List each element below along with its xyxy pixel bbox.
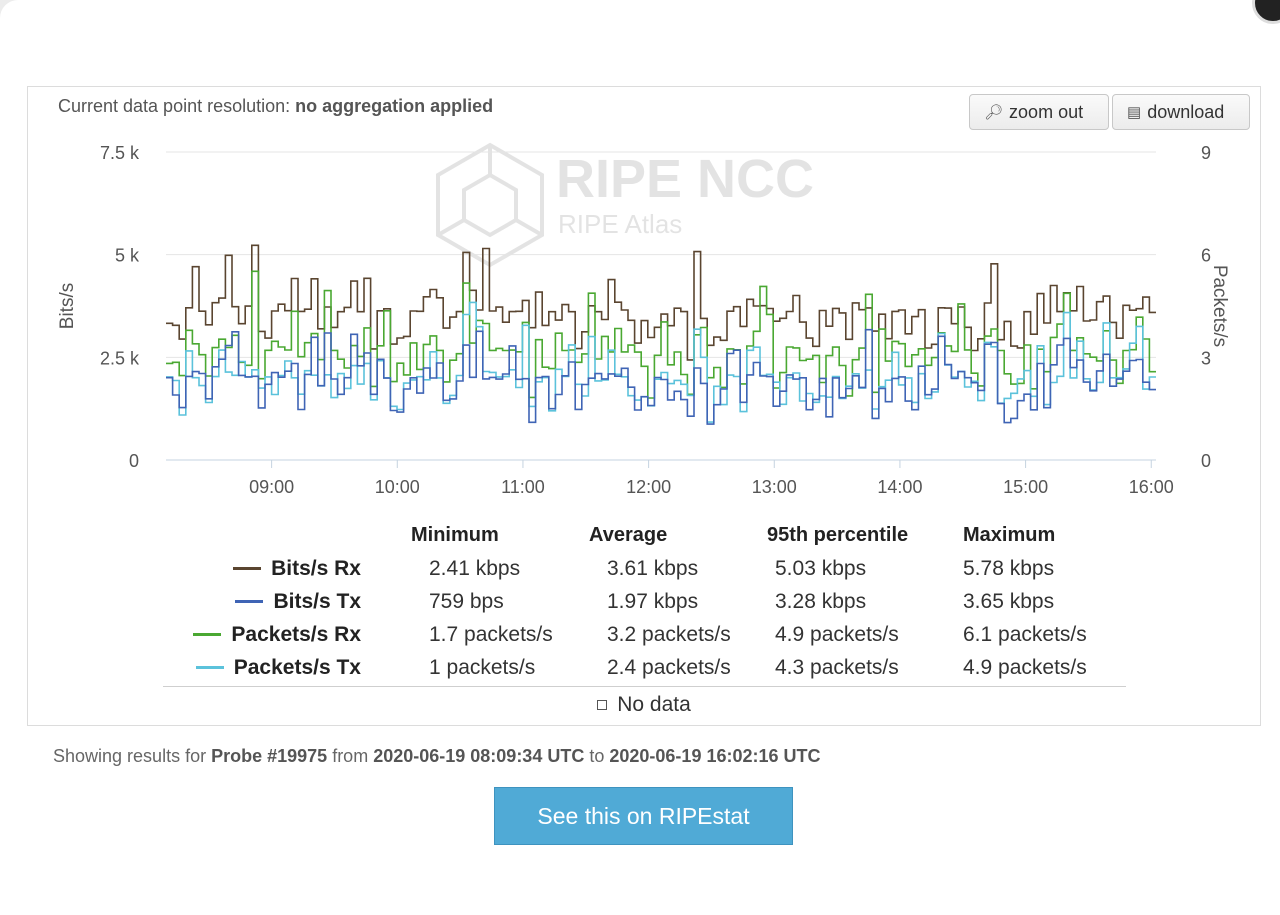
- download-button[interactable]: ▤ download: [1112, 94, 1250, 130]
- x-tick-label: 09:00: [249, 477, 294, 497]
- save-icon: ▤: [1127, 104, 1142, 121]
- y-right-tick-label: 6: [1201, 246, 1211, 266]
- zoom-out-button[interactable]: 🔎︎ zoom out: [969, 94, 1109, 130]
- stats-header-p95: 95th percentile: [767, 524, 909, 546]
- stats-header-series: [163, 519, 411, 552]
- stats-cell: 1.97 kbps: [607, 589, 699, 613]
- watermark: RIPE NCC RIPE Atlas: [436, 142, 814, 268]
- ripe-logo-icon: [436, 142, 544, 268]
- results-summary: Showing results for Probe #19975 from 20…: [53, 746, 821, 767]
- stats-row[interactable]: Packets/s Tx 1 packets/s 2.4 packets/s 4.3 …: [163, 651, 1126, 688]
- legend-series-name[interactable]: Bits/s Rx: [163, 552, 411, 585]
- stats-cell: 2.4 packets/s: [607, 655, 731, 679]
- resolution-label: Current data point resolution:: [58, 96, 291, 116]
- stats-cell: 3.61 kbps: [607, 556, 699, 580]
- stats-header-minimum: Minimum: [411, 524, 499, 546]
- legend-series-name[interactable]: Bits/s Tx: [163, 585, 411, 618]
- stats-cell: 3.2 packets/s: [607, 622, 731, 646]
- chart-panel: Current data point resolution: no aggreg…: [27, 86, 1261, 726]
- stats-row[interactable]: Bits/s Tx 759 bps 1.97 kbps 3.28 kbps 3.65 k…: [163, 585, 1126, 618]
- y-left-axis-title: Bits/s: [57, 283, 78, 329]
- stats-cell: 1 packets/s: [429, 655, 536, 679]
- stats-cell: 1.7 packets/s: [429, 622, 553, 646]
- summary-to: to: [589, 746, 605, 766]
- stats-cell: 6.1 packets/s: [963, 622, 1087, 646]
- series-layer: [166, 244, 1156, 425]
- legend-swatch-icon: [233, 567, 262, 571]
- stats-table: Minimum Average 95th percentile Maximum …: [163, 519, 1126, 688]
- traffic-chart[interactable]: RIPE NCC RIPE Atlas 0 0 2.5 k 3 5 k 6 7.5 k 9 09…: [28, 87, 1260, 517]
- stats-cell: 4.9 packets/s: [963, 655, 1087, 679]
- zoom-out-label: zoom out: [1009, 101, 1084, 122]
- axes: 0 0 2.5 k 3 5 k 6 7.5 k 9 09:00 10:00 11:00 12:00 13…: [57, 143, 1230, 497]
- y-right-tick-label: 9: [1201, 143, 1211, 163]
- series-line-bits-s-tx: [166, 328, 1156, 425]
- watermark-subtitle: RIPE Atlas: [558, 209, 682, 239]
- series-label: Bits/s Tx: [273, 589, 361, 613]
- x-tick-label: 13:00: [752, 477, 797, 497]
- x-tick-label: 10:00: [375, 477, 420, 497]
- y-right-tick-label: 3: [1201, 348, 1211, 368]
- end-time: 2020-06-19 16:02:16 UTC: [609, 746, 821, 766]
- watermark-title: RIPE NCC: [556, 149, 814, 209]
- legend-series-name[interactable]: Packets/s Rx: [163, 618, 411, 651]
- stats-header-maximum: Maximum: [963, 524, 1056, 546]
- zoom-out-icon: 🔎︎: [984, 104, 1004, 121]
- legend-swatch-icon: [195, 666, 224, 670]
- y-left-tick-label: 2.5 k: [100, 348, 140, 368]
- y-left-tick-label: 0: [129, 451, 139, 471]
- y-right-axis-title: Packets/s: [1209, 265, 1230, 347]
- see-on-ripestat-button[interactable]: See this on RIPEstat: [494, 787, 793, 845]
- x-tick-label: 12:00: [626, 477, 671, 497]
- series-label: Packets/s Tx: [233, 655, 361, 679]
- x-tick-label: 15:00: [1003, 477, 1048, 497]
- series-label: Bits/s Rx: [271, 556, 361, 580]
- summary-from: from: [332, 746, 369, 766]
- stats-header-average: Average: [589, 524, 668, 546]
- resolution-info: Current data point resolution: no aggreg…: [58, 96, 493, 117]
- stats-cell: 3.28 kbps: [775, 589, 867, 613]
- stats-cell: 3.65 kbps: [963, 589, 1055, 613]
- download-label: download: [1147, 101, 1225, 122]
- probe-id: Probe #19975: [211, 746, 328, 766]
- legend-item-no-data[interactable]: No data: [28, 693, 1260, 717]
- stats-row[interactable]: Packets/s Rx 1.7 packets/s 3.2 packets/s 4.…: [163, 618, 1126, 651]
- series-label: Packets/s Rx: [231, 622, 361, 646]
- legend-swatch-icon: [193, 633, 222, 637]
- no-data-swatch-icon: [597, 700, 608, 711]
- y-right-tick-label: 0: [1201, 451, 1211, 471]
- stats-cell: 759 bps: [429, 589, 504, 613]
- stats-row[interactable]: Bits/s Rx 2.41 kbps 3.61 kbps 5.03 kbps 5.78…: [163, 552, 1126, 585]
- stats-cell: 5.03 kbps: [775, 556, 867, 580]
- start-time: 2020-06-19 08:09:34 UTC: [373, 746, 585, 766]
- resolution-value: no aggregation applied: [295, 96, 494, 116]
- y-left-tick-label: 7.5 k: [100, 143, 140, 163]
- summary-prefix: Showing results for: [53, 746, 207, 766]
- x-tick-label: 16:00: [1129, 477, 1174, 497]
- stats-cell: 2.41 kbps: [429, 556, 521, 580]
- stats-cell: 4.9 packets/s: [775, 622, 899, 646]
- x-tick-label: 14:00: [877, 477, 922, 497]
- stats-cell: 4.3 packets/s: [775, 655, 899, 679]
- stats-cell: 5.78 kbps: [963, 556, 1055, 580]
- no-data-label: No data: [617, 693, 691, 716]
- legend-series-name[interactable]: Packets/s Tx: [163, 651, 411, 688]
- legend-swatch-icon: [235, 600, 264, 604]
- legend-divider: [163, 686, 1126, 687]
- x-tick-label: 11:00: [501, 477, 545, 497]
- close-icon[interactable]: [1252, 0, 1280, 24]
- y-left-tick-label: 5 k: [115, 246, 140, 266]
